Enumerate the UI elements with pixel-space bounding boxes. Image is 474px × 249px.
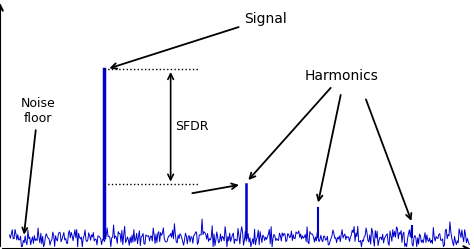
Text: SFDR: SFDR (175, 120, 209, 133)
Text: Harmonics: Harmonics (250, 69, 378, 179)
Text: Signal: Signal (111, 11, 287, 69)
Text: Noise
floor: Noise floor (20, 97, 55, 233)
